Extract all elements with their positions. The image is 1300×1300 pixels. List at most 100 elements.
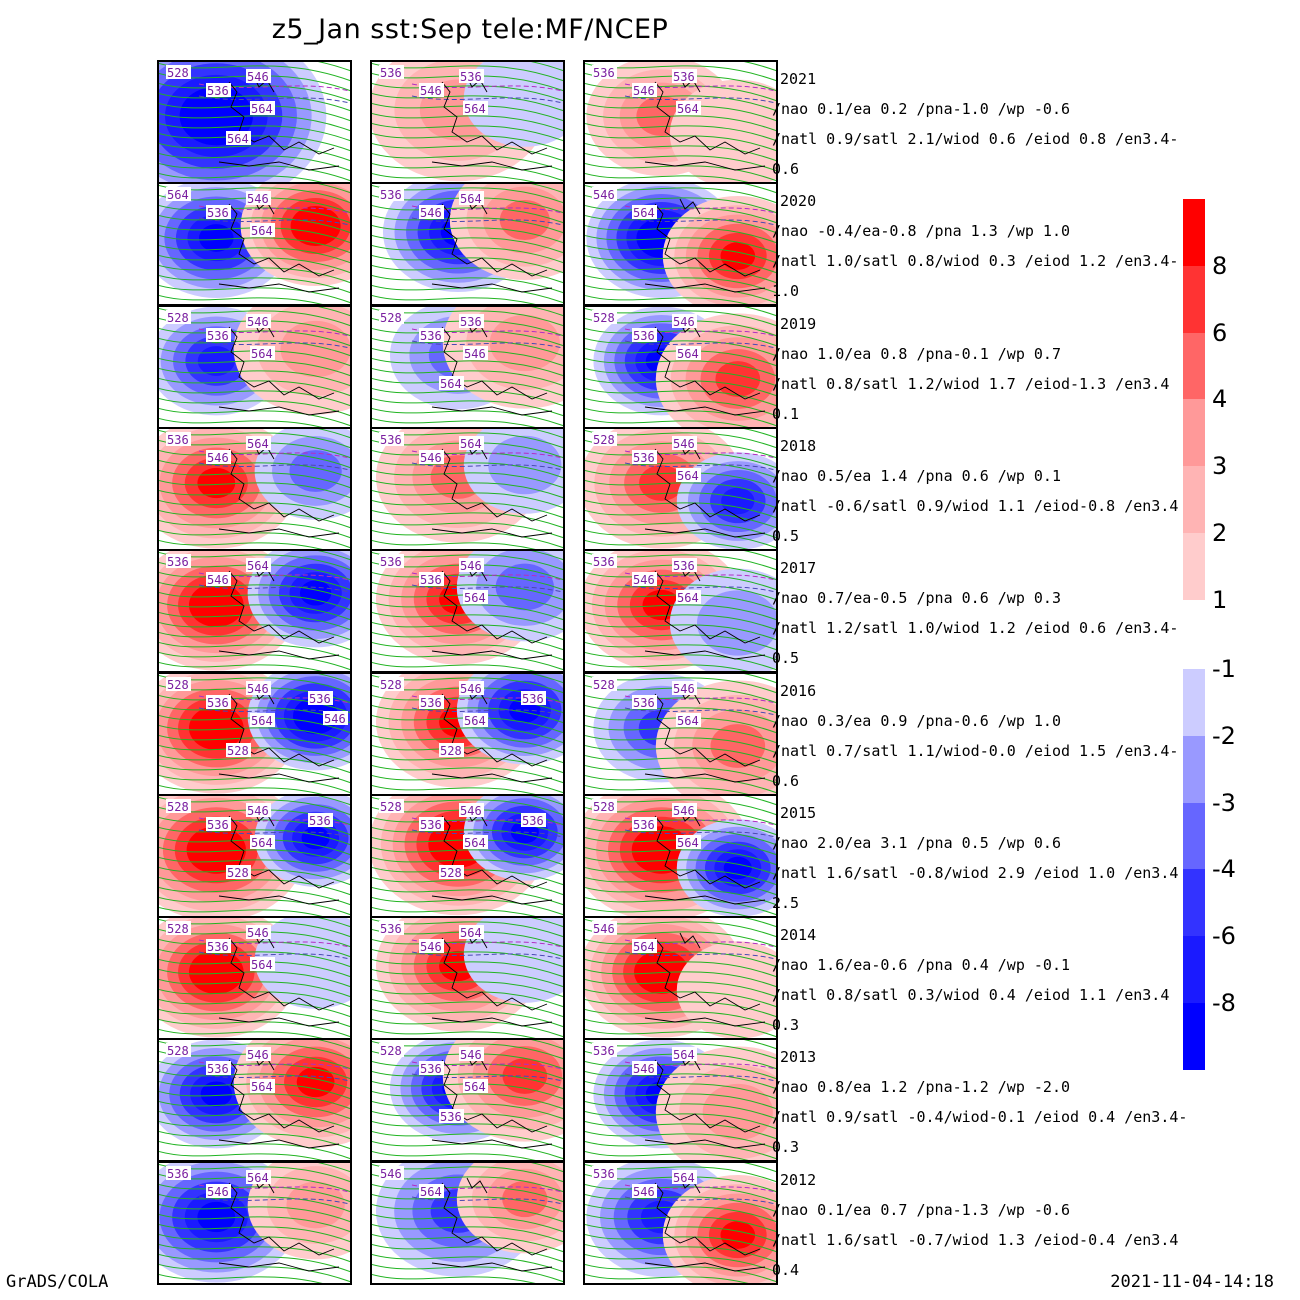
height-contour (585, 582, 776, 601)
height-contour (159, 295, 323, 305)
height-contour (372, 1253, 563, 1272)
contour-label: 546 (460, 804, 482, 818)
contour-label-bg (308, 690, 333, 705)
height-contour (372, 499, 563, 519)
contour-label-bg (419, 939, 444, 954)
map-panel: 536 546 536 564 (370, 60, 565, 184)
height-contour (159, 1141, 350, 1160)
contour-label: 528 (593, 678, 615, 692)
map-panel-svg: 536 546 536 564 (372, 62, 563, 182)
height-contour (585, 275, 776, 294)
anomaly-shading (296, 1067, 335, 1098)
height-contour (372, 622, 563, 641)
height-contour (317, 918, 350, 928)
height-contour (159, 1273, 323, 1283)
height-contour (585, 367, 776, 386)
contour-label: 564 (460, 192, 482, 206)
contour-label: 528 (167, 800, 189, 814)
height-contour (372, 1028, 536, 1039)
height-contour (585, 489, 776, 509)
map-panel-svg: 546 564 (585, 918, 776, 1039)
contour-label-bg (592, 921, 617, 936)
height-contour (159, 1203, 350, 1222)
contour-label: 528 (167, 1044, 189, 1058)
contour-label-bg (632, 205, 657, 220)
teleconnection-indices: /nao 1.6/ea-0.6 /pna 0.4 /wp -0.1 (772, 956, 1071, 975)
contour-label: 536 (207, 329, 229, 343)
year-block: 2016/nao 0.3/ea 0.9 /pna-0.6 /wp 1.0/nat… (772, 676, 1192, 796)
contour-label: 528 (593, 800, 615, 814)
contour-label: 564 (673, 1048, 695, 1062)
height-contour (585, 958, 776, 978)
map-panel: 536 546 564 (370, 182, 565, 307)
climatology-contour (624, 340, 776, 349)
height-contour (585, 397, 776, 416)
contour-label: 564 (251, 958, 273, 972)
contour-label-bg (459, 680, 484, 695)
height-contour (585, 1223, 776, 1242)
height-contour (743, 551, 776, 561)
map-panel: 528 536 546 564 528 536 (157, 793, 352, 918)
contour-label: 536 (207, 696, 229, 710)
colorbar-segment (1183, 1003, 1205, 1070)
height-contour (372, 122, 563, 142)
teleconnection-indices: /nao 0.1/ea 0.2 /pna-1.0 /wp -0.6 (772, 100, 1071, 118)
height-contour (585, 612, 776, 631)
contour-label-bg (672, 558, 697, 573)
height-contour (585, 714, 776, 733)
map-panel: 528 536 546 564 (583, 304, 778, 429)
contour-label-bg (459, 69, 484, 83)
climatology-contour (198, 829, 350, 838)
height-contour (585, 632, 776, 651)
sst-indices: /natl 1.6/satl -0.8/wiod 2.9 /eiod 1.0 /… (772, 863, 1179, 912)
height-contour (585, 1121, 776, 1140)
height-contour (159, 774, 350, 793)
height-contour (159, 285, 350, 304)
height-contour (159, 998, 350, 1018)
anomaly-shading (300, 214, 331, 239)
height-contour (585, 132, 776, 152)
anomaly-shading (197, 1201, 236, 1232)
contour-label-bg (206, 1183, 231, 1198)
height-contour (585, 215, 776, 234)
contour-label: 564 (251, 714, 273, 728)
height-contour (372, 539, 536, 549)
height-contour (743, 673, 776, 683)
contour-label-bg (379, 798, 404, 813)
year-block: 2019/nao 1.0/ea 0.8 /pna-0.1 /wp 0.7/nat… (772, 309, 1192, 429)
height-contour (159, 245, 350, 264)
contour-label-bg (676, 712, 701, 727)
climatology-contour (624, 1196, 776, 1205)
contour-label: 546 (207, 573, 229, 587)
height-contour (159, 417, 323, 427)
height-contour (585, 347, 776, 366)
height-contour (159, 142, 350, 162)
contour-label-bg (592, 1165, 617, 1180)
height-contour (159, 1061, 350, 1080)
climatology-contour (411, 217, 563, 226)
contour-label-bg (206, 939, 231, 954)
contour-label-bg (308, 812, 333, 827)
contour-label: 564 (420, 1185, 442, 1199)
year-label: 2020 (780, 192, 817, 211)
height-contour (372, 1061, 563, 1080)
height-contour (159, 734, 350, 753)
contour-label-bg (206, 694, 231, 709)
height-contour (372, 255, 563, 274)
anomaly-shading (199, 714, 233, 741)
height-contour (317, 1040, 350, 1050)
map-panel-svg: 528 536 546 564 528 536 (372, 673, 563, 794)
anomaly-shading (198, 224, 234, 253)
height-contour (159, 988, 350, 1008)
map-panel: 528 536 546 564 (583, 793, 778, 918)
map-panel-svg: 546 564 (585, 184, 776, 305)
height-contour (585, 694, 776, 713)
contour-label-bg (166, 676, 191, 691)
height-contour (159, 367, 350, 386)
contour-label: 536 (380, 555, 402, 569)
height-contour (585, 592, 776, 611)
height-contour (159, 764, 350, 783)
height-contour (372, 856, 563, 876)
contour-label: 546 (633, 573, 655, 587)
contour-label: 546 (673, 315, 695, 329)
